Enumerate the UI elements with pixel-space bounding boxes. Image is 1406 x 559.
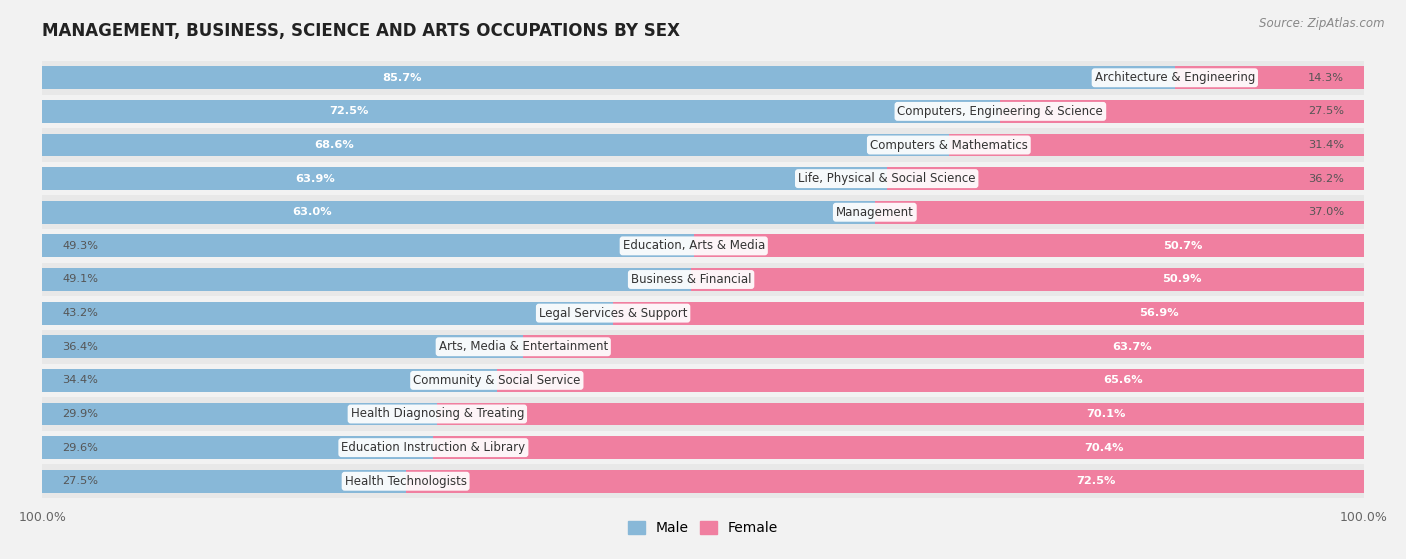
Bar — [42, 402, 1364, 425]
Bar — [42, 128, 1364, 162]
Bar — [42, 436, 433, 459]
Text: Business & Financial: Business & Financial — [631, 273, 751, 286]
Text: 14.3%: 14.3% — [1308, 73, 1344, 83]
Bar — [42, 196, 1364, 229]
Bar — [42, 167, 887, 190]
Bar — [42, 229, 1364, 263]
Bar — [42, 162, 1364, 196]
Bar — [613, 302, 1365, 325]
Bar — [42, 268, 692, 291]
Bar — [42, 470, 1364, 492]
Text: Education, Arts & Media: Education, Arts & Media — [623, 239, 765, 252]
Text: 36.2%: 36.2% — [1308, 174, 1344, 183]
Text: 68.6%: 68.6% — [314, 140, 354, 150]
Text: 56.9%: 56.9% — [1139, 308, 1180, 318]
Text: 72.5%: 72.5% — [1077, 476, 1116, 486]
Text: 29.9%: 29.9% — [62, 409, 98, 419]
Bar — [949, 134, 1364, 157]
Text: 49.3%: 49.3% — [62, 241, 98, 251]
Bar — [405, 470, 1364, 492]
Bar — [42, 330, 1364, 363]
Bar — [42, 67, 1175, 89]
Text: 65.6%: 65.6% — [1104, 376, 1143, 385]
Text: 85.7%: 85.7% — [382, 73, 422, 83]
Bar — [523, 335, 1365, 358]
Text: Source: ZipAtlas.com: Source: ZipAtlas.com — [1260, 17, 1385, 30]
Bar — [42, 335, 523, 358]
Bar — [887, 167, 1365, 190]
Bar — [496, 369, 1364, 392]
Bar — [1000, 100, 1364, 123]
Bar — [42, 134, 949, 157]
Bar — [42, 94, 1364, 128]
Bar — [42, 67, 1364, 89]
Text: 49.1%: 49.1% — [62, 274, 98, 285]
Bar — [42, 465, 1364, 498]
Text: Health Diagnosing & Treating: Health Diagnosing & Treating — [350, 408, 524, 420]
Bar — [42, 363, 1364, 397]
Text: 70.4%: 70.4% — [1084, 443, 1125, 453]
Text: 70.1%: 70.1% — [1085, 409, 1125, 419]
Bar — [42, 100, 1364, 123]
Bar — [42, 431, 1364, 465]
Text: 50.7%: 50.7% — [1163, 241, 1202, 251]
Text: Education Instruction & Library: Education Instruction & Library — [342, 441, 526, 454]
Text: Architecture & Engineering: Architecture & Engineering — [1095, 71, 1256, 84]
Bar — [42, 167, 1364, 190]
Text: Arts, Media & Entertainment: Arts, Media & Entertainment — [439, 340, 607, 353]
Bar — [42, 470, 405, 492]
Bar — [42, 302, 1364, 325]
Text: 31.4%: 31.4% — [1308, 140, 1344, 150]
Text: 72.5%: 72.5% — [329, 106, 368, 116]
Bar — [433, 436, 1364, 459]
Bar — [42, 234, 693, 257]
Bar — [42, 302, 613, 325]
Bar — [42, 134, 1364, 157]
Text: 36.4%: 36.4% — [62, 342, 98, 352]
Bar — [692, 268, 1364, 291]
Legend: Male, Female: Male, Female — [623, 516, 783, 541]
Bar — [42, 263, 1364, 296]
Bar — [42, 369, 496, 392]
Text: 34.4%: 34.4% — [62, 376, 98, 385]
Text: MANAGEMENT, BUSINESS, SCIENCE AND ARTS OCCUPATIONS BY SEX: MANAGEMENT, BUSINESS, SCIENCE AND ARTS O… — [42, 22, 681, 40]
Text: Computers & Mathematics: Computers & Mathematics — [870, 139, 1028, 151]
Text: 63.0%: 63.0% — [292, 207, 332, 217]
Bar — [437, 402, 1364, 425]
Text: Life, Physical & Social Science: Life, Physical & Social Science — [799, 172, 976, 185]
Bar — [693, 234, 1364, 257]
Bar — [42, 201, 875, 224]
Text: Management: Management — [837, 206, 914, 219]
Text: 63.7%: 63.7% — [1112, 342, 1152, 352]
Bar — [42, 100, 1000, 123]
Text: 27.5%: 27.5% — [1308, 106, 1344, 116]
Bar — [42, 296, 1364, 330]
Text: 29.6%: 29.6% — [62, 443, 98, 453]
Bar — [42, 268, 1364, 291]
Bar — [42, 201, 1364, 224]
Bar — [42, 335, 1364, 358]
Bar — [42, 436, 1364, 459]
Text: 63.9%: 63.9% — [295, 174, 335, 183]
Text: Legal Services & Support: Legal Services & Support — [538, 307, 688, 320]
Text: 37.0%: 37.0% — [1308, 207, 1344, 217]
Bar — [875, 201, 1364, 224]
Bar — [42, 402, 437, 425]
Bar — [42, 234, 1364, 257]
Bar — [1175, 67, 1364, 89]
Text: 43.2%: 43.2% — [62, 308, 98, 318]
Text: Health Technologists: Health Technologists — [344, 475, 467, 488]
Text: 27.5%: 27.5% — [62, 476, 98, 486]
Bar — [42, 397, 1364, 431]
Text: Computers, Engineering & Science: Computers, Engineering & Science — [897, 105, 1104, 118]
Bar — [42, 61, 1364, 94]
Bar — [42, 369, 1364, 392]
Text: 50.9%: 50.9% — [1161, 274, 1202, 285]
Text: Community & Social Service: Community & Social Service — [413, 374, 581, 387]
